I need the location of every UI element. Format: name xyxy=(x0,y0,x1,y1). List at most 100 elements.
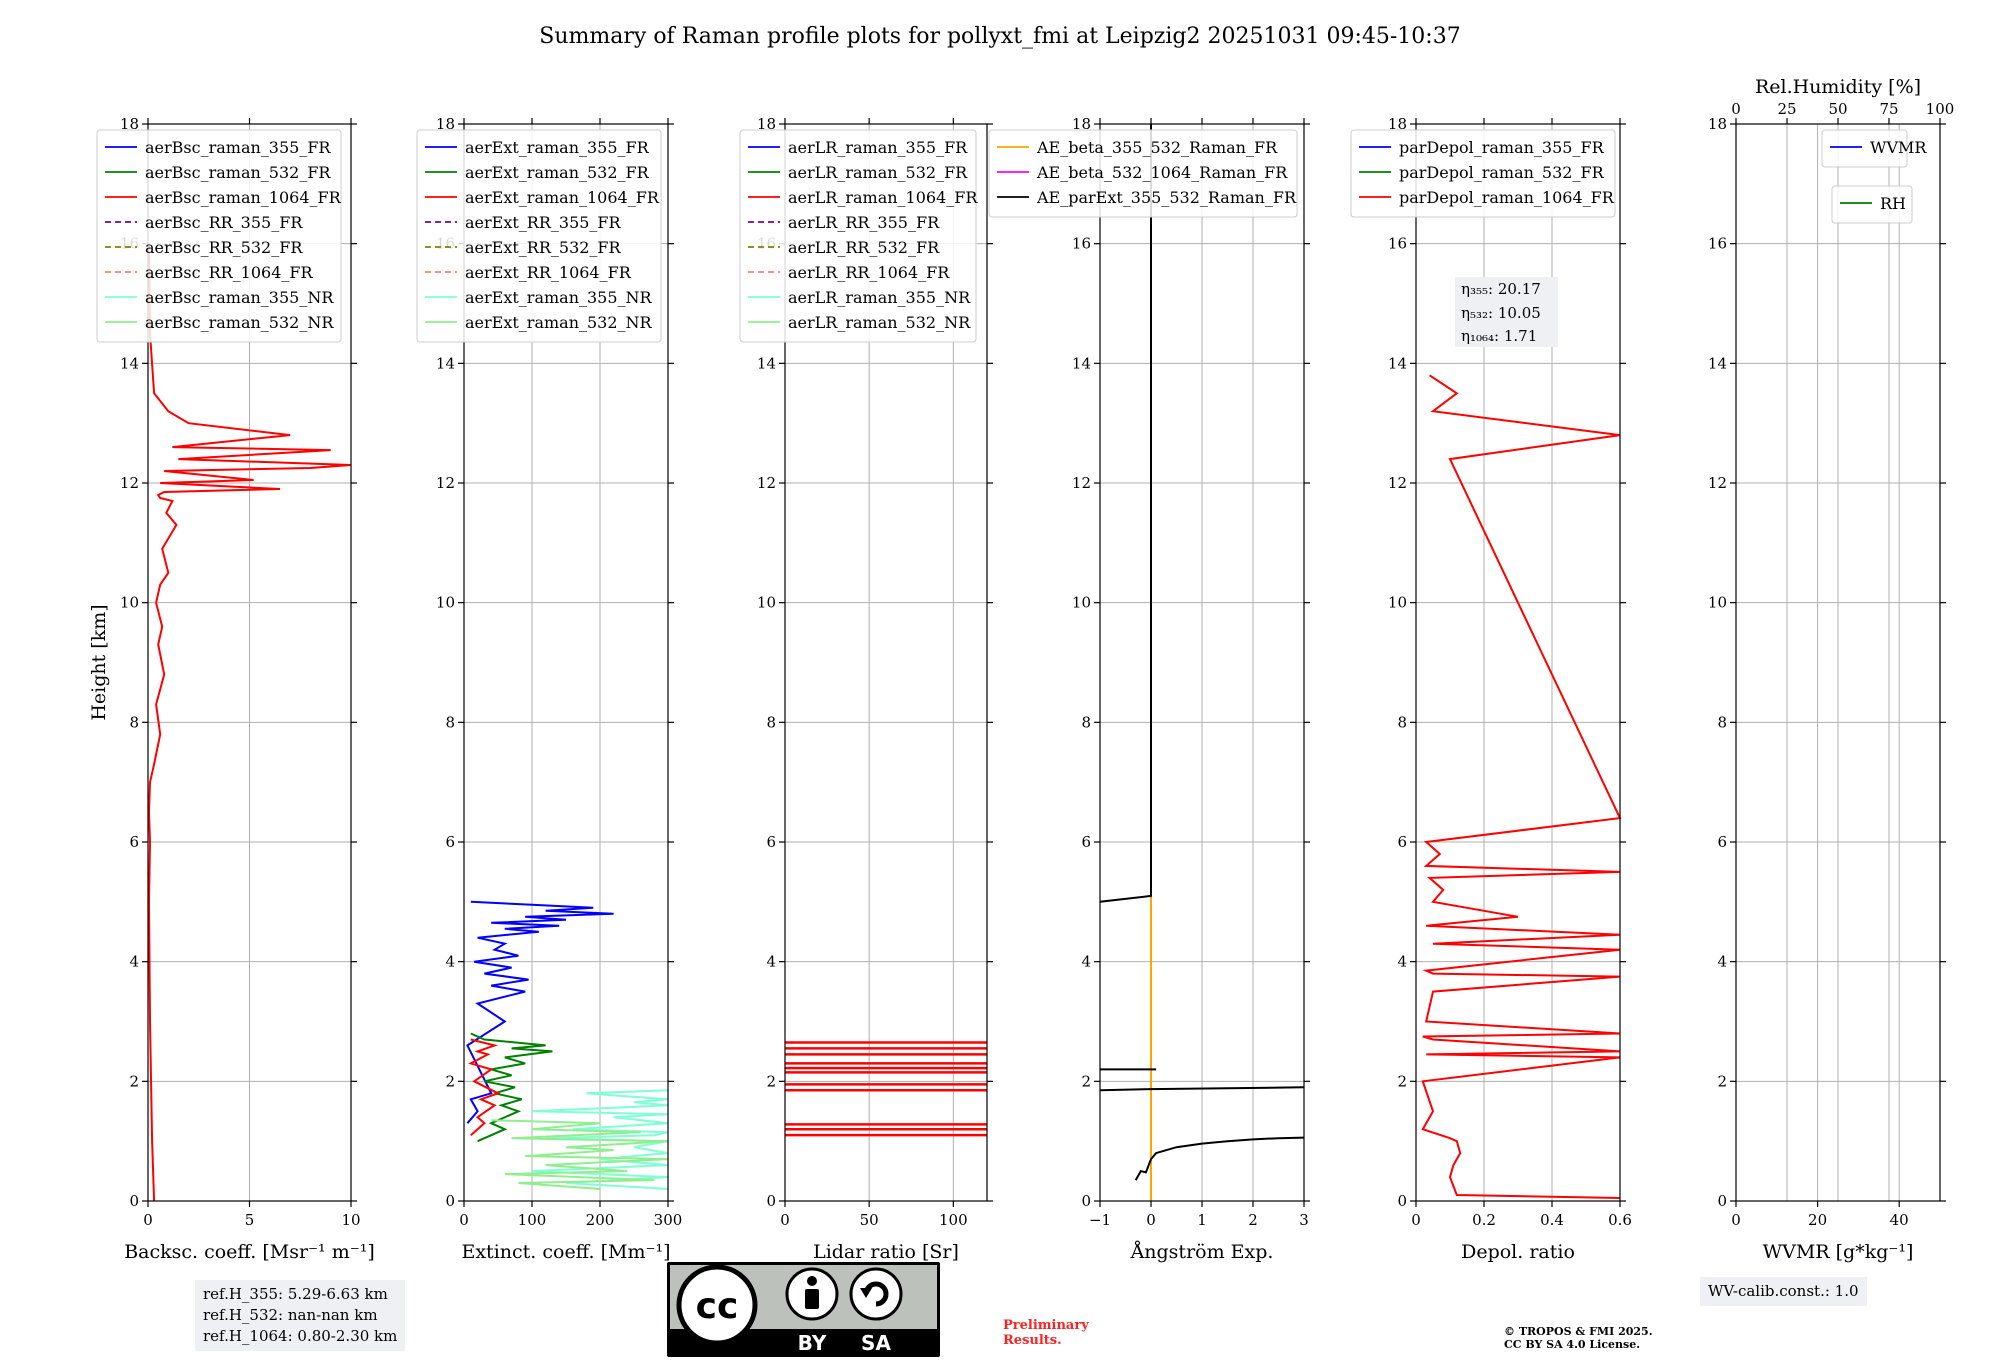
y-tick-label: 6 xyxy=(1081,833,1091,851)
legend-label: aerLR_raman_355_FR xyxy=(788,138,968,157)
plot-frame xyxy=(463,123,669,1202)
y-tick-label: 4 xyxy=(445,953,455,971)
x-tick-label: 200 xyxy=(586,1211,615,1229)
x-tick-label: 3 xyxy=(1299,1211,1309,1229)
x-tick-label: 0 xyxy=(1146,1211,1156,1229)
y-tick-label: 0 xyxy=(766,1192,776,1210)
y-tick-label: 6 xyxy=(1717,833,1727,851)
x2-tick-label: 75 xyxy=(1879,100,1898,118)
top-axis-label: Rel.Humidity [%] xyxy=(1755,76,1921,98)
copyright-line: © TROPOS & FMI 2025. xyxy=(1504,1325,1653,1338)
y-tick-label: 4 xyxy=(1397,953,1407,971)
legend-label: aerBsc_RR_355_FR xyxy=(145,213,303,232)
figure-title: Summary of Raman profile plots for polly… xyxy=(539,24,1460,49)
legend-label: aerLR_RR_532_FR xyxy=(788,238,940,257)
preliminary-note: Preliminary Results. xyxy=(1003,1318,1089,1348)
legend-box xyxy=(739,129,977,343)
data-layer xyxy=(466,900,669,1190)
y-tick-label: 10 xyxy=(1072,594,1091,612)
legend: WVMR RH xyxy=(1821,129,1927,224)
y-tick-label: 2 xyxy=(129,1072,139,1090)
series-line xyxy=(1099,124,1152,903)
y-tick-label: 6 xyxy=(445,833,455,851)
legend-box xyxy=(988,129,1298,218)
svg-text:cc: cc xyxy=(696,1286,739,1327)
legend-label: parDepol_raman_1064_FR xyxy=(1399,188,1615,207)
y-tick-label: 6 xyxy=(766,833,776,851)
legend-label: AE_parExt_355_532_Raman_FR xyxy=(1036,188,1297,207)
legend-box xyxy=(1831,185,1913,224)
y-tick-label: 14 xyxy=(1708,354,1727,372)
x-tick-label: 0 xyxy=(1731,1211,1741,1229)
wv-calib-box: WV-calib.const.: 1.0 xyxy=(1700,1277,1867,1306)
plot-frame xyxy=(1415,123,1621,1202)
legend-label: aerExt_RR_1064_FR xyxy=(465,263,632,282)
sa-icon xyxy=(849,1267,903,1321)
y-axis-label: Height [km] xyxy=(88,604,110,720)
y-tick-label: 18 xyxy=(757,115,776,133)
y-tick-label: 2 xyxy=(1397,1072,1407,1090)
y-tick-label: 14 xyxy=(436,354,455,372)
data-layer xyxy=(1421,374,1622,1199)
x-tick-label: 5 xyxy=(245,1211,255,1229)
y-tick-label: 6 xyxy=(129,833,139,851)
legend-label: aerLR_raman_532_FR xyxy=(788,163,968,182)
badge-sa-text: SA xyxy=(861,1331,891,1355)
legend-box xyxy=(416,129,662,343)
x-tick-label: 20 xyxy=(1808,1211,1827,1229)
legend-label: aerBsc_RR_1064_FR xyxy=(145,263,314,282)
legend-label: aerExt_raman_355_NR xyxy=(465,288,653,307)
legend-label: aerBsc_raman_532_NR xyxy=(145,313,334,332)
series-line xyxy=(470,1032,553,1143)
legend-label: aerExt_raman_355_FR xyxy=(465,138,650,157)
x-tick-label: 0 xyxy=(780,1211,790,1229)
data-layer xyxy=(1099,124,1305,1201)
badge-by-text: BY xyxy=(798,1331,827,1355)
y-tick-label: 16 xyxy=(1708,235,1727,253)
legend-label: aerBsc_RR_532_FR xyxy=(145,238,303,257)
y-tick-label: 2 xyxy=(1081,1072,1091,1090)
y-tick-label: 18 xyxy=(1072,115,1091,133)
legend-label: aerExt_raman_1064_FR xyxy=(465,188,660,207)
y-tick-label: 10 xyxy=(120,594,139,612)
annotation-line: η₅₃₂: 10.05 xyxy=(1461,304,1541,322)
x2-tick-label: 100 xyxy=(1926,100,1955,118)
eta-annotation: η₃₅₅: 20.17 η₅₃₂: 10.05 η₁₀₆₄: 1.71 xyxy=(1455,277,1558,347)
series-line xyxy=(147,243,352,1202)
y-tick-label: 14 xyxy=(1072,354,1091,372)
data-layer xyxy=(147,243,352,1202)
backscatter-panel: 0246810121416180510 Backsc. coeff. [Msr⁻… xyxy=(88,115,375,1263)
legend-label: aerBsc_raman_532_FR xyxy=(145,163,331,182)
legend-label: WVMR xyxy=(1870,138,1927,157)
lidar-ratio-panel: 024681012141618050100 Lidar ratio [Sr] a… xyxy=(739,115,993,1263)
annotation-box xyxy=(1455,277,1558,347)
x-tick-label: 0 xyxy=(1411,1211,1421,1229)
y-tick-label: 12 xyxy=(436,474,455,492)
axis-ticks: 0 2 4 6 8 10 12 14 16 18 0 0.2 0.4 0.6 xyxy=(1388,115,1632,1229)
y-tick-label: 16 xyxy=(1072,235,1091,253)
series-line xyxy=(491,1119,669,1190)
legend-label: aerBsc_raman_1064_FR xyxy=(145,188,342,207)
x-tick-label: 300 xyxy=(654,1211,683,1229)
license-line: CC BY SA 4.0 License. xyxy=(1504,1338,1641,1351)
y-tick-label: 12 xyxy=(1388,474,1407,492)
y-tick-label: 4 xyxy=(766,953,776,971)
axis-ticks: 0246810121416180100200300 xyxy=(436,115,682,1229)
y-tick-label: 8 xyxy=(1081,713,1091,731)
x-tick-label: 100 xyxy=(939,1211,968,1229)
y-tick-label: 4 xyxy=(1717,953,1727,971)
reference-heights-box: ref.H_355: 5.29-6.63 km ref.H_532: nan-n… xyxy=(195,1280,406,1351)
y-tick-label: 12 xyxy=(1072,474,1091,492)
y-tick-label: 8 xyxy=(1397,713,1407,731)
x-tick-label: 100 xyxy=(518,1211,547,1229)
x-tick-label: 1 xyxy=(1197,1211,1207,1229)
legend: aerLR_raman_355_FR aerLR_raman_532_FR aerL… xyxy=(739,129,978,343)
y-tick-label: 0 xyxy=(445,1192,455,1210)
grid xyxy=(1735,123,1941,1202)
x-tick-label: 0.4 xyxy=(1540,1211,1564,1229)
legend-label: aerExt_RR_355_FR xyxy=(465,213,622,232)
y-tick-label: 8 xyxy=(766,713,776,731)
x-axis-label: WVMR [g*kg⁻¹] xyxy=(1763,1241,1914,1263)
